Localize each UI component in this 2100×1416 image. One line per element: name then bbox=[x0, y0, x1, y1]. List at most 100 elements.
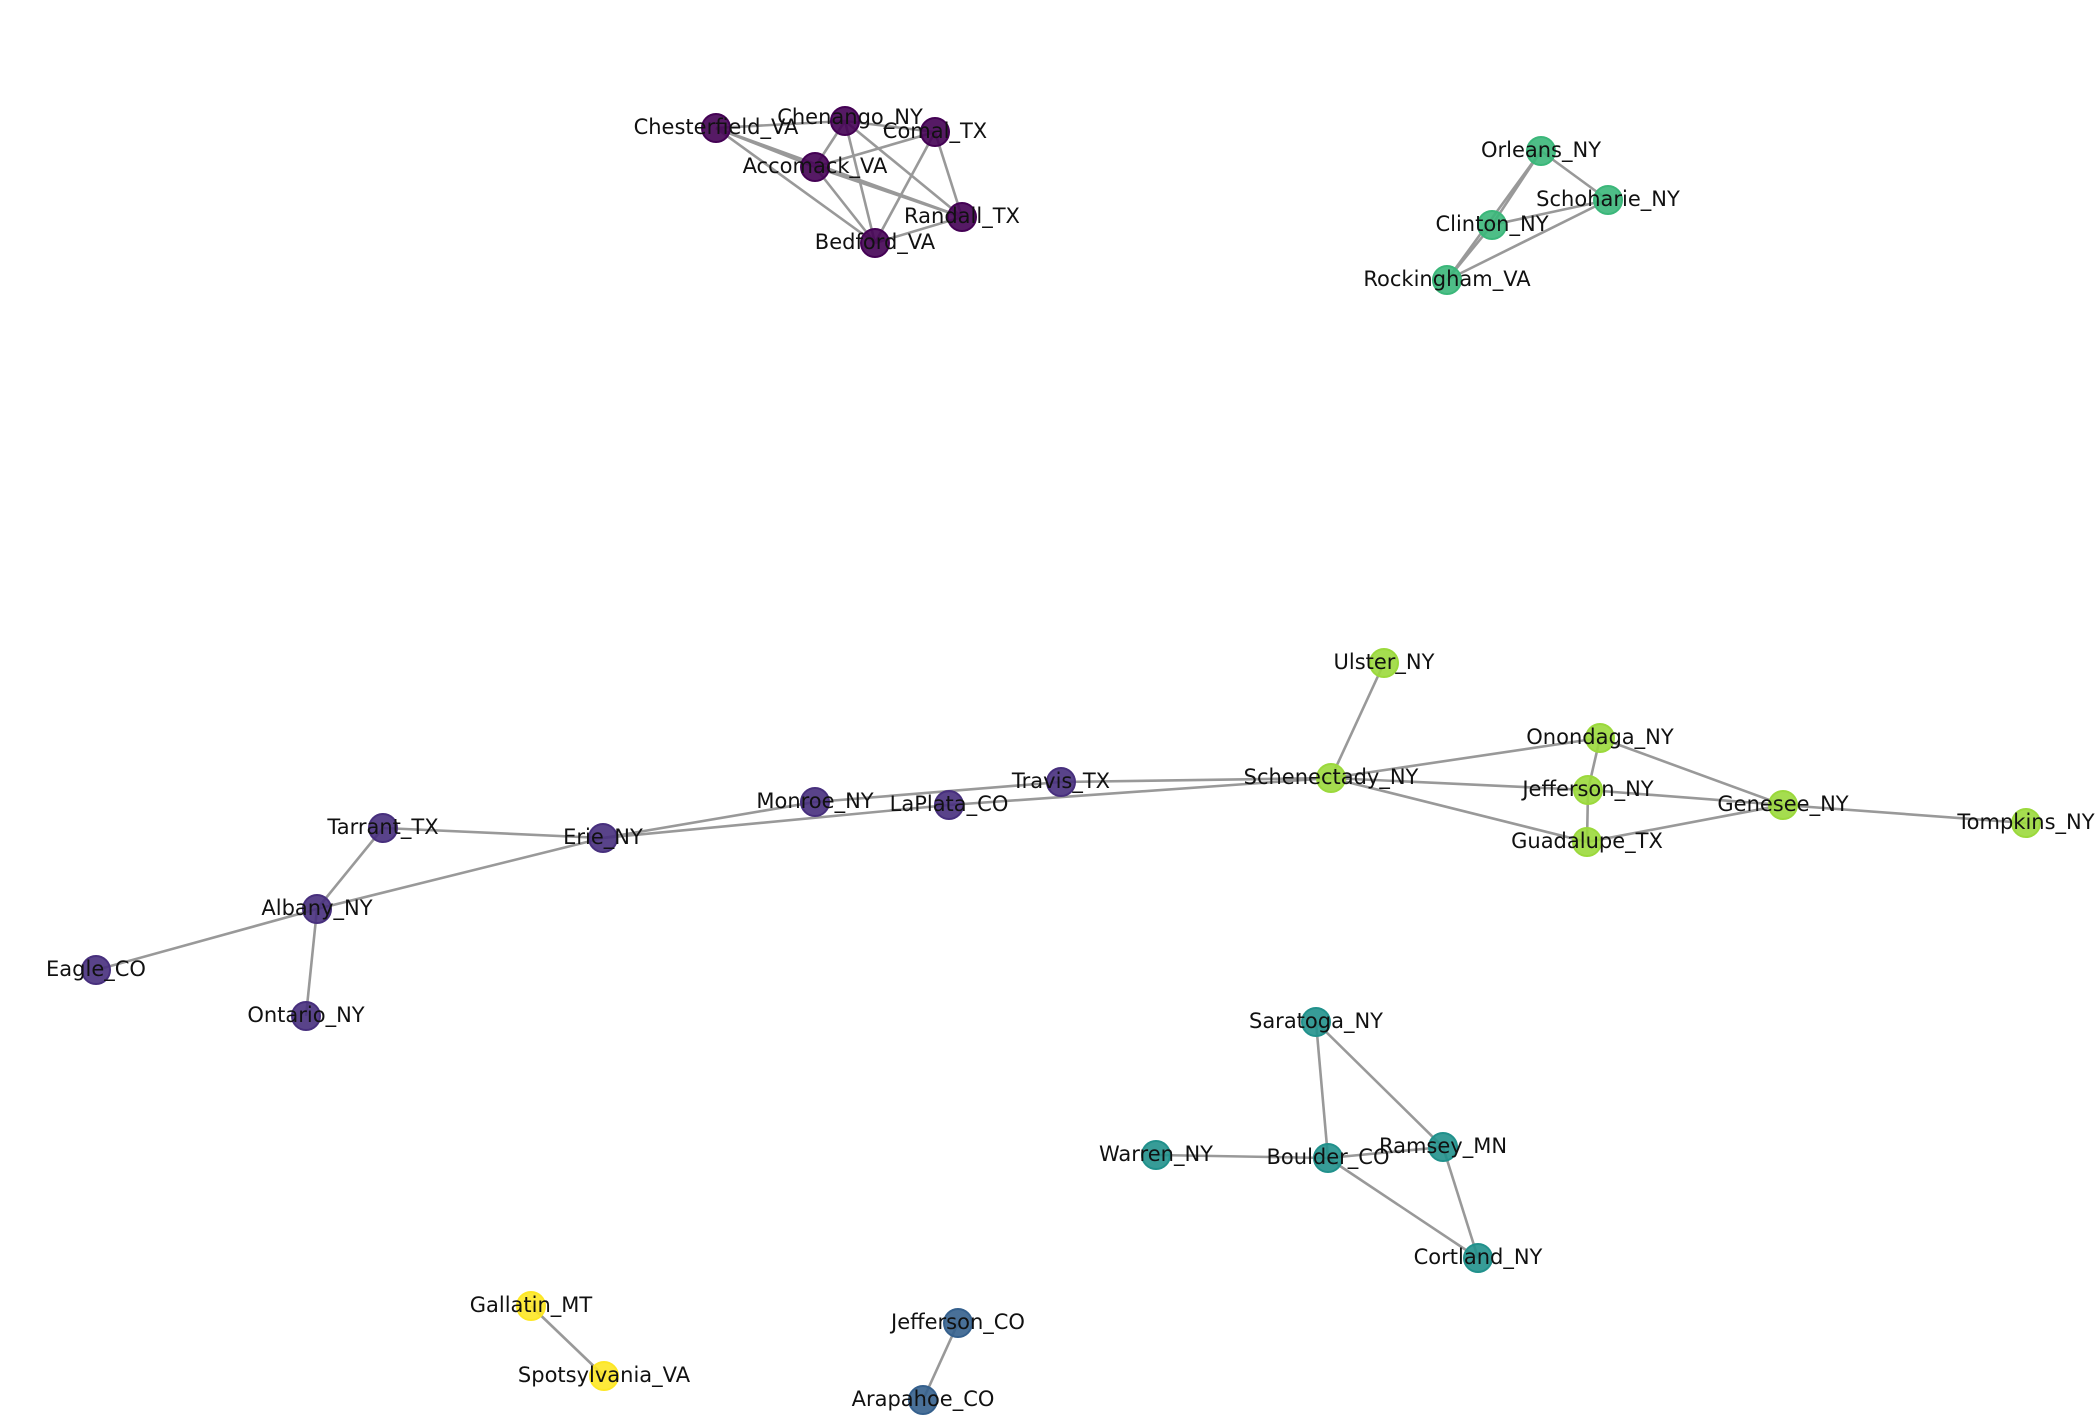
node-label-bedford-va: Bedford_VA bbox=[815, 230, 936, 255]
node-albany-ny[interactable] bbox=[302, 894, 332, 924]
node-gallatin-mt[interactable] bbox=[516, 1291, 546, 1321]
node-ramsey-mn[interactable] bbox=[1428, 1132, 1458, 1162]
edge-boulder_co-ramsey_mn bbox=[1327, 1145, 1444, 1160]
node-jefferson-ny[interactable] bbox=[1573, 775, 1603, 805]
edge-schenectady_ny-onondaga_ny bbox=[1330, 736, 1601, 780]
edge-genesee_ny-guadalupe_tx bbox=[1586, 803, 1784, 844]
node-erie-ny[interactable] bbox=[588, 823, 618, 853]
node-ulster-ny[interactable] bbox=[1369, 648, 1399, 678]
edge-albany_ny-eagle_co bbox=[95, 907, 318, 972]
node-spotsylvania-va[interactable] bbox=[589, 1361, 619, 1391]
node-label-warren-ny: Warren_NY bbox=[1099, 1142, 1213, 1167]
node-cortland-ny[interactable] bbox=[1463, 1243, 1493, 1273]
node-label-ontario-ny: Ontario_NY bbox=[247, 1003, 364, 1028]
node-eagle-co[interactable] bbox=[81, 955, 111, 985]
edge-schenectady_ny-laplata_co bbox=[948, 776, 1332, 807]
edge-saratoga_ny-boulder_co bbox=[1314, 1021, 1330, 1159]
node-chesterfield-va[interactable] bbox=[701, 113, 731, 143]
node-label-randall-tx: Randall_TX bbox=[904, 204, 1020, 229]
node-label-chesterfield-va: Chesterfield_VA bbox=[634, 115, 799, 140]
edge-jefferson_ny-genesee_ny bbox=[1587, 788, 1784, 807]
edge-ulster_ny-schenectady_ny bbox=[1329, 662, 1386, 779]
node-guadalupe-tx[interactable] bbox=[1572, 827, 1602, 857]
edge-laplata_co-erie_ny bbox=[602, 803, 950, 840]
node-label-ramsey-mn: Ramsey_MN bbox=[1379, 1134, 1507, 1159]
edge-chesterfield_va-bedford_va bbox=[715, 126, 876, 245]
node-saratoga-ny[interactable] bbox=[1301, 1007, 1331, 1037]
edge-travis_tx-monroe_ny bbox=[814, 780, 1062, 804]
node-label-laplata-co: LaPlata_CO bbox=[890, 792, 1009, 817]
node-arapahoe-co[interactable] bbox=[908, 1385, 938, 1415]
node-label-clinton-ny: Clinton_NY bbox=[1435, 212, 1548, 237]
node-boulder-co[interactable] bbox=[1313, 1143, 1343, 1173]
node-label-onondaga-ny: Onondaga_NY bbox=[1526, 725, 1674, 750]
node-rockingham-va[interactable] bbox=[1432, 265, 1462, 295]
node-label-monroe-ny: Monroe_NY bbox=[756, 789, 873, 814]
node-label-chenango-ny: Chenango_NY bbox=[777, 105, 923, 130]
node-laplata-co[interactable] bbox=[934, 790, 964, 820]
edge-comal_tx-accomack_va bbox=[814, 130, 936, 169]
node-label-arapahoe-co: Arapahoe_CO bbox=[852, 1387, 995, 1412]
edge-onondaga_ny-genesee_ny bbox=[1599, 736, 1784, 807]
node-label-eagle-co: Eagle_CO bbox=[46, 957, 146, 982]
node-label-orleans-ny: Orleans_NY bbox=[1481, 138, 1601, 163]
edge-tarrant_tx-albany_ny bbox=[315, 827, 385, 910]
node-randall-tx[interactable] bbox=[947, 202, 977, 232]
node-accomack-va[interactable] bbox=[800, 152, 830, 182]
edge-gallatin_mt-spotsylvania_va bbox=[530, 1305, 605, 1377]
edge-chesterfield_va-chenango_ny bbox=[715, 119, 846, 130]
node-tarrant-tx[interactable] bbox=[368, 813, 398, 843]
node-label-ulster-ny: Ulster_NY bbox=[1334, 650, 1435, 675]
node-label-tarrant-tx: Tarrant_TX bbox=[326, 815, 438, 840]
node-comal-tx[interactable] bbox=[920, 117, 950, 147]
edge-randall_tx-bedford_va bbox=[874, 215, 963, 245]
node-label-rockingham-va: Rockingham_VA bbox=[1363, 267, 1531, 292]
edge-schoharie_ny-clinton_ny bbox=[1491, 198, 1609, 227]
node-label-spotsylvania-va: Spotsylvania_VA bbox=[518, 1363, 691, 1388]
node-monroe-ny[interactable] bbox=[800, 787, 830, 817]
node-label-tompkins-ny: Tompkins_NY bbox=[1956, 810, 2094, 835]
edge-genesee_ny-tompkins_ny bbox=[1782, 803, 2027, 825]
node-label-accomack-va: Accomack_VA bbox=[743, 154, 888, 179]
node-chenango-ny[interactable] bbox=[830, 106, 860, 136]
node-label-cortland-ny: Cortland_NY bbox=[1414, 1245, 1543, 1270]
nodes-layer bbox=[81, 106, 2041, 1415]
node-label-albany-ny: Albany_NY bbox=[261, 896, 372, 921]
node-label-jefferson-ny: Jefferson_NY bbox=[1520, 777, 1653, 802]
node-bedford-va[interactable] bbox=[860, 228, 890, 258]
edge-chenango_ny-comal_tx bbox=[844, 119, 936, 134]
edge-monroe_ny-erie_ny bbox=[602, 800, 816, 840]
node-travis-tx[interactable] bbox=[1046, 767, 1076, 797]
node-label-boulder-co: Boulder_CO bbox=[1267, 1145, 1390, 1170]
node-label-erie-ny: Erie_NY bbox=[563, 825, 643, 850]
node-orleans-ny[interactable] bbox=[1526, 136, 1556, 166]
edge-chesterfield_va-accomack_va bbox=[715, 126, 816, 169]
edge-schenectady_ny-travis_tx bbox=[1060, 776, 1332, 784]
node-ontario-ny[interactable] bbox=[291, 1001, 321, 1031]
node-jefferson-co[interactable] bbox=[943, 1308, 973, 1338]
node-tompkins-ny[interactable] bbox=[2011, 808, 2041, 838]
edge-warren_ny-boulder_co bbox=[1155, 1153, 1329, 1160]
node-label-schenectady-ny: Schenectady_NY bbox=[1244, 765, 1419, 790]
node-warren-ny[interactable] bbox=[1141, 1140, 1171, 1170]
node-label-gallatin-mt: Gallatin_MT bbox=[470, 1293, 593, 1318]
edge-schoharie_ny-rockingham_va bbox=[1446, 198, 1609, 282]
node-onondaga-ny[interactable] bbox=[1585, 723, 1615, 753]
node-label-saratoga-ny: Saratoga_NY bbox=[1249, 1009, 1383, 1034]
node-clinton-ny[interactable] bbox=[1477, 210, 1507, 240]
edge-schenectady_ny-jefferson_ny bbox=[1330, 776, 1589, 792]
edge-accomack_va-bedford_va bbox=[813, 166, 877, 244]
edge-saratoga_ny-ramsey_mn bbox=[1315, 1021, 1444, 1148]
node-schenectady-ny[interactable] bbox=[1316, 763, 1346, 793]
node-label-guadalupe-tx: Guadalupe_TX bbox=[1511, 829, 1663, 854]
edges-layer bbox=[95, 119, 2027, 1401]
node-label-comal-tx: Comal_TX bbox=[883, 119, 987, 144]
edge-boulder_co-cortland_ny bbox=[1327, 1156, 1479, 1260]
edge-erie_ny-tarrant_tx bbox=[382, 826, 604, 840]
node-genesee-ny[interactable] bbox=[1768, 790, 1798, 820]
node-schoharie-ny[interactable] bbox=[1593, 185, 1623, 215]
edge-schenectady_ny-guadalupe_tx bbox=[1330, 776, 1588, 844]
edge-albany_ny-ontario_ny bbox=[304, 908, 319, 1017]
